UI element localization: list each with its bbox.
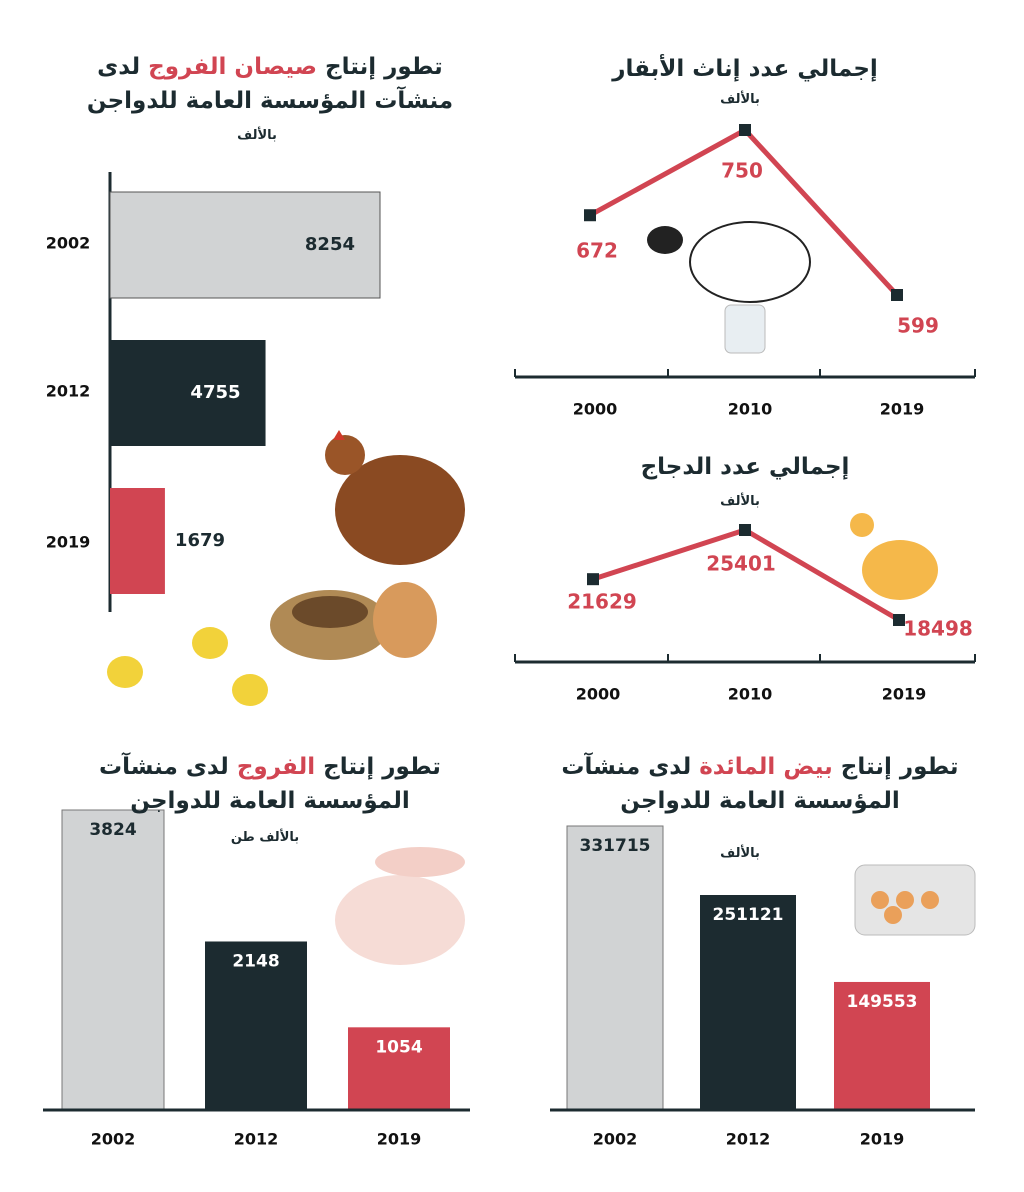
title-part: تطور إنتاج xyxy=(316,54,443,80)
illustration-chicks xyxy=(107,627,268,706)
category-label: 2019 xyxy=(377,1130,422,1149)
unit-label: بالألف xyxy=(720,92,760,107)
bar xyxy=(348,1027,450,1110)
bar xyxy=(109,191,381,299)
category-label: 2012 xyxy=(726,1130,771,1149)
bar xyxy=(205,941,307,1110)
value-label: 8254 xyxy=(305,234,355,255)
bar xyxy=(110,488,165,594)
category-label: 2002 xyxy=(593,1130,638,1149)
category-label: 2012 xyxy=(46,382,91,401)
illustration-hen xyxy=(270,430,465,660)
title-part: إجمالي عدد الدجاج xyxy=(640,454,850,480)
value-label: 25401 xyxy=(706,552,776,576)
title-part: لدى منشآت المؤسسة العامة للدواجن xyxy=(561,754,900,814)
value-label: 149553 xyxy=(847,992,918,1012)
value-label: 1054 xyxy=(375,1037,422,1057)
point-marker xyxy=(739,524,751,536)
unit-label: بالألف xyxy=(237,128,277,143)
bar xyxy=(61,809,165,1111)
title-part: إجمالي عدد إناث الأبقار xyxy=(612,56,878,82)
category-label: 2002 xyxy=(91,1130,136,1149)
category-label: 2000 xyxy=(576,685,621,704)
bar xyxy=(700,895,796,1110)
value-label: 2148 xyxy=(232,951,279,971)
point-marker xyxy=(739,124,751,136)
title-part: بيض المائدة xyxy=(699,754,833,780)
value-label: 672 xyxy=(576,239,618,263)
point-marker xyxy=(584,209,596,222)
category-label: 2010 xyxy=(728,685,773,704)
value-label: 331715 xyxy=(580,836,651,856)
illustration-eggs xyxy=(854,864,976,936)
title-part: لدى منشآت المؤسسة العامة للدواجن xyxy=(99,754,410,814)
value-label: 599 xyxy=(897,314,939,338)
bar xyxy=(566,825,664,1111)
bar xyxy=(834,981,930,1110)
title-part: تطور إنتاج xyxy=(315,754,441,780)
point-marker xyxy=(587,573,599,586)
title-part: صيصان الفروج xyxy=(148,54,317,80)
chart-title: إجمالي عدد إناث الأبقار xyxy=(530,52,960,86)
unit-label: بالألف طن xyxy=(230,830,300,845)
chart-title: إجمالي عدد الدجاج xyxy=(530,450,960,484)
chart-title: تطور إنتاج صيصان الفروج لدى منشآت المؤسس… xyxy=(60,50,480,118)
illustration-chicken xyxy=(850,513,938,600)
category-label: 2000 xyxy=(573,400,618,419)
category-label: 2019 xyxy=(880,400,925,419)
illustration-meat xyxy=(335,847,465,965)
value-label: 18498 xyxy=(903,617,973,641)
category-label: 2019 xyxy=(860,1130,905,1149)
unit-label: بالألف xyxy=(720,846,760,861)
point-marker xyxy=(891,289,903,301)
title-part: تطور إنتاج xyxy=(832,754,959,780)
chart-title: تطور إنتاج الفروج لدى منشآت المؤسسة العا… xyxy=(50,750,490,818)
point-marker xyxy=(893,614,905,626)
category-label: 2019 xyxy=(46,533,91,552)
category-label: 2010 xyxy=(728,400,773,419)
category-label: 2012 xyxy=(234,1130,279,1149)
value-label: 21629 xyxy=(567,590,637,614)
title-part: الفروج xyxy=(236,754,316,780)
title-part: لدى منشآت المؤسسة العامة للدواجن xyxy=(86,54,454,114)
value-label: 750 xyxy=(721,159,763,183)
value-label: 251121 xyxy=(713,905,784,925)
bar xyxy=(110,340,266,446)
illustration-cow xyxy=(647,221,811,354)
category-label: 2002 xyxy=(46,234,91,253)
value-label: 3824 xyxy=(89,820,136,840)
value-label: 4755 xyxy=(190,382,240,403)
chart-title: تطور إنتاج بيض المائدة لدى منشآت المؤسسة… xyxy=(560,750,960,818)
category-label: 2019 xyxy=(882,685,927,704)
value-label: 1679 xyxy=(175,530,225,551)
unit-label: بالألف xyxy=(720,494,760,509)
